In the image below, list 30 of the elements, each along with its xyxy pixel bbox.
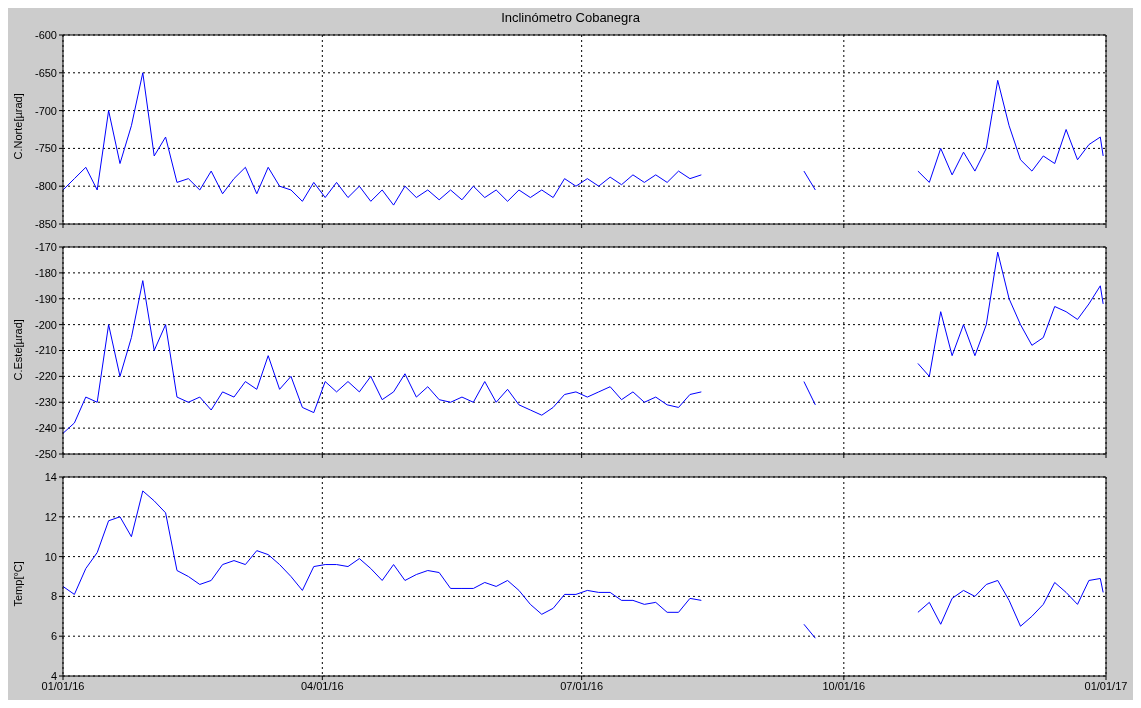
y-tick-label: 6 — [50, 630, 57, 643]
x-tick-label: 04/01/16 — [300, 679, 344, 692]
chart-title: Inclinómetro Cobanegra — [500, 9, 641, 27]
y-axis-title: Temp[°C] — [11, 561, 24, 607]
y-tick-label: -170 — [34, 240, 57, 253]
y-axis-title: C.Este[µrad] — [11, 319, 24, 381]
y-tick-label: -210 — [34, 344, 57, 357]
y-tick-label: 10 — [44, 550, 57, 563]
y-tick-label: -200 — [34, 318, 57, 331]
x-tick-label: 10/01/16 — [822, 679, 866, 692]
y-tick-label: -180 — [34, 266, 57, 279]
y-tick-label: 14 — [44, 470, 57, 483]
y-tick-label: -240 — [34, 422, 57, 435]
y-tick-label: -250 — [34, 447, 57, 460]
y-tick-label: 12 — [44, 510, 57, 523]
y-tick-label: -800 — [34, 180, 57, 193]
x-tick-label: 01/01/17 — [1084, 679, 1128, 692]
x-tick-label: 01/01/16 — [41, 679, 85, 692]
y-tick-label: -230 — [34, 396, 57, 409]
y-tick-label: -220 — [34, 370, 57, 383]
y-tick-label: -750 — [34, 142, 57, 155]
y-tick-label: 8 — [50, 590, 57, 603]
y-tick-label: -700 — [34, 104, 57, 117]
y-tick-label: -600 — [34, 28, 57, 41]
y-tick-label: -850 — [34, 217, 57, 230]
y-tick-label: 4 — [50, 669, 57, 682]
y-tick-label: -190 — [34, 292, 57, 305]
x-tick-label: 07/01/16 — [560, 679, 604, 692]
y-tick-label: -650 — [34, 66, 57, 79]
y-axis-title: C.Norte[µrad] — [11, 93, 24, 160]
